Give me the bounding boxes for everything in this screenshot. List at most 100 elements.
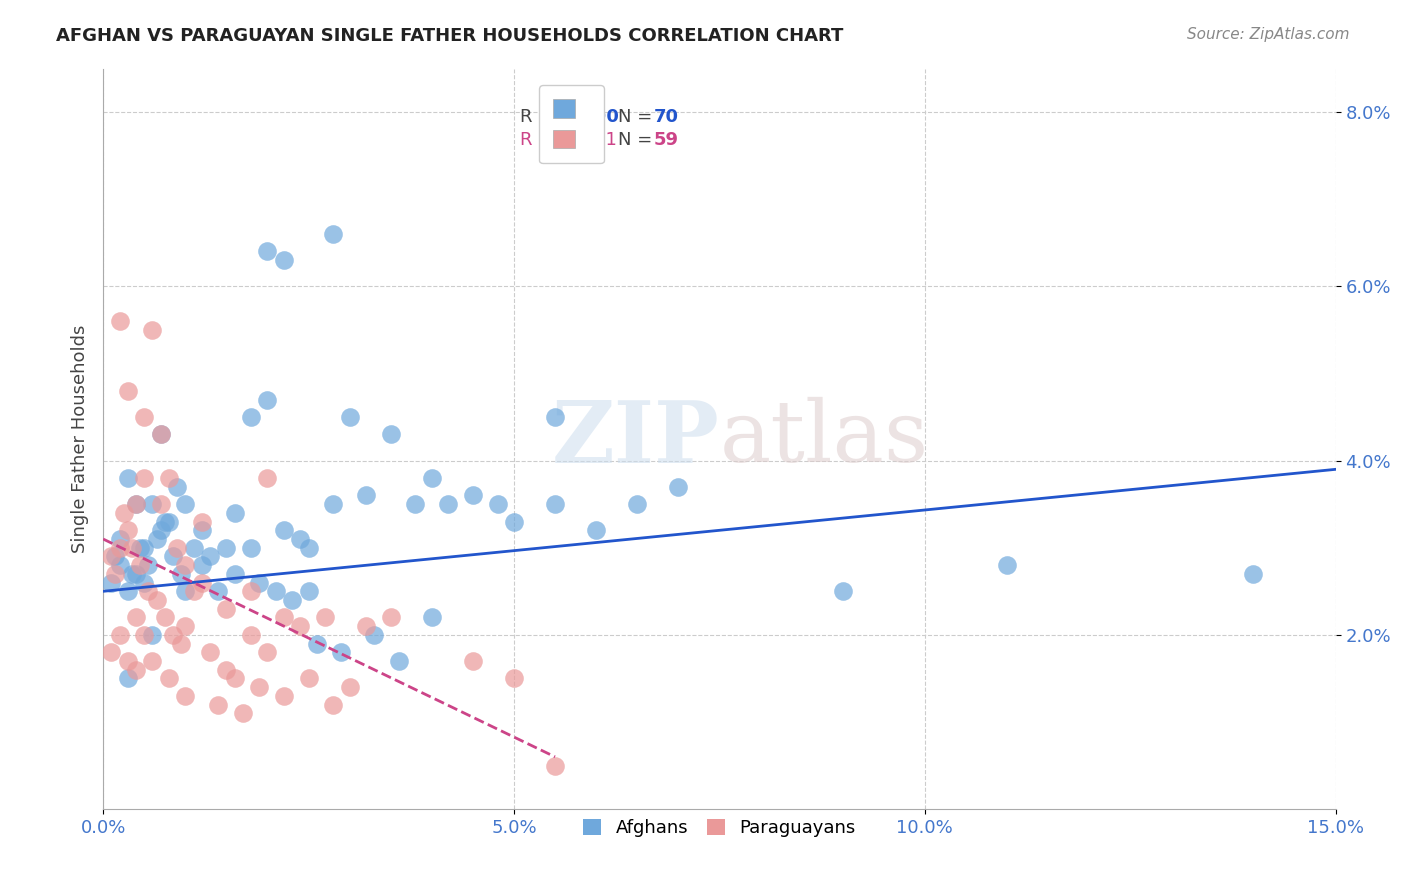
Text: R = -0.291: R = -0.291 [520,131,617,149]
Point [207,584,229,599]
Point [149,524,172,538]
Point [174,619,197,633]
Point [322,497,344,511]
Point [145,593,167,607]
Point [290,619,312,633]
Point [224,566,246,581]
Text: Source: ZipAtlas.com: Source: ZipAtlas.com [1187,27,1350,42]
Point [486,497,509,511]
Point [314,610,336,624]
Point [104,566,127,581]
Point [141,654,163,668]
Text: 70: 70 [654,108,679,126]
Point [305,637,328,651]
Point [125,497,148,511]
Point [174,497,197,511]
Text: N =: N = [619,108,652,126]
Point [995,558,1018,573]
Point [117,654,139,668]
Point [322,227,344,241]
Point [141,323,163,337]
Point [585,524,607,538]
Point [339,680,361,694]
Point [153,610,176,624]
Point [117,384,139,398]
Point [240,628,263,642]
Point [108,558,131,573]
Point [544,410,567,425]
Point [461,654,484,668]
Point [420,610,443,624]
Point [125,497,148,511]
Point [162,549,184,564]
Point [162,628,184,642]
Text: R =: R = [520,108,553,126]
Point [207,698,229,712]
Point [157,515,180,529]
Point [100,575,122,590]
Point [198,549,221,564]
Point [666,480,689,494]
Point [380,427,402,442]
Point [247,575,270,590]
Point [215,663,238,677]
Point [134,541,156,555]
Point [108,532,131,546]
Point [322,698,344,712]
Point [100,645,122,659]
Point [240,410,263,425]
Point [831,584,853,599]
Point [380,610,402,624]
Point [136,558,159,573]
Point [125,610,148,624]
Point [363,628,385,642]
Point [174,558,197,573]
Point [134,575,156,590]
Point [354,488,377,502]
Point [183,584,205,599]
Point [1243,566,1265,581]
Point [354,619,377,633]
Point [273,253,295,268]
Point [273,689,295,703]
Point [240,584,263,599]
Point [174,689,197,703]
Point [437,497,460,511]
Point [190,575,212,590]
Point [134,471,156,485]
Point [503,672,526,686]
Point [503,515,526,529]
Y-axis label: Single Father Households: Single Father Households [72,325,89,553]
Point [232,706,254,721]
Point [264,584,287,599]
Point [256,645,278,659]
Point [117,524,139,538]
Point [290,532,312,546]
Point [134,410,156,425]
Point [141,497,163,511]
Point [297,672,319,686]
Point [125,663,148,677]
Point [145,532,167,546]
Point [247,680,270,694]
Point [273,610,295,624]
Point [108,628,131,642]
Text: 59: 59 [654,131,679,149]
Text: N =: N = [619,131,652,149]
Point [240,541,263,555]
Point [157,471,180,485]
Point [149,427,172,442]
Point [215,541,238,555]
Point [134,628,156,642]
Point [149,497,172,511]
Text: 0.190: 0.190 [561,108,619,126]
Point [125,566,148,581]
Point [104,549,127,564]
Point [273,524,295,538]
Point [108,541,131,555]
Point [121,541,143,555]
Point [117,584,139,599]
Point [404,497,426,511]
Point [339,410,361,425]
Point [297,584,319,599]
